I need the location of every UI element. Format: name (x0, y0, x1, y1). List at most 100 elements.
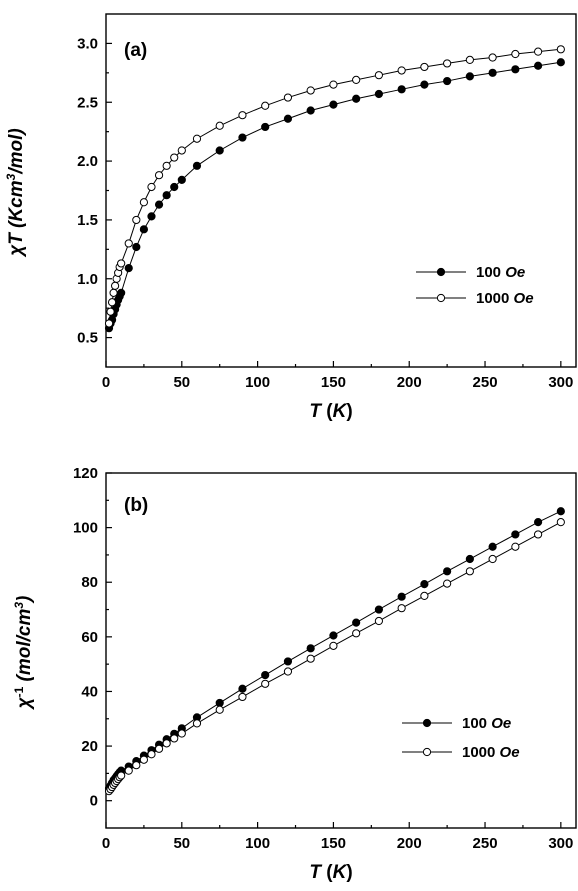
data-point (420, 591, 429, 600)
data-point (511, 49, 520, 59)
data-point (397, 604, 406, 613)
y-tick-label: 2.5 (77, 94, 98, 111)
y-tick-label: 0 (90, 793, 98, 810)
data-point (192, 134, 202, 143)
data-point (261, 670, 270, 680)
data-point (154, 171, 164, 180)
data-point (117, 288, 126, 297)
data-point (283, 114, 293, 123)
data-point (132, 215, 141, 225)
legend-marker (422, 747, 432, 757)
x-tick-label: 200 (397, 835, 422, 852)
x-tick-label: 300 (548, 835, 573, 852)
y-tick-label: 60 (81, 629, 98, 646)
data-point (306, 106, 315, 115)
data-point (124, 766, 133, 775)
data-point (283, 657, 293, 666)
data-point (177, 146, 186, 155)
data-point (465, 554, 474, 564)
x-tick-label: 250 (473, 374, 498, 391)
panel-label: (b) (124, 495, 148, 516)
x-tick-label: 50 (173, 835, 190, 852)
data-point (117, 771, 126, 780)
data-point (329, 631, 338, 640)
x-tick-label: 100 (245, 835, 270, 852)
data-point (192, 161, 202, 170)
data-point (104, 319, 114, 328)
data-point (162, 739, 171, 748)
data-point (215, 146, 224, 155)
data-point (261, 122, 270, 132)
data-point (443, 59, 452, 68)
data-point (556, 58, 565, 67)
data-point (488, 542, 497, 551)
data-point (329, 100, 338, 109)
plot-frame (105, 472, 577, 829)
data-point (533, 530, 543, 539)
x-axis-title: T (K) (309, 862, 352, 883)
x-tick-label: 150 (321, 374, 346, 391)
data-point (533, 518, 543, 527)
data-point (110, 281, 120, 290)
x-tick-label: 50 (173, 374, 190, 391)
x-tick-label: 200 (397, 374, 422, 391)
y-axis-title: χT (Kcm3/mol) (4, 128, 27, 257)
y-axis-title: χ-1 (mol/cm3) (12, 596, 35, 711)
data-point (511, 65, 520, 74)
data-point (124, 239, 133, 248)
legend-label: 1000 Oe (462, 744, 520, 761)
data-point (177, 729, 186, 738)
data-point (215, 705, 224, 714)
data-point (177, 175, 186, 185)
data-point (465, 567, 474, 576)
y-tick-label: 120 (73, 465, 98, 482)
data-point (170, 734, 179, 743)
data-point (443, 567, 452, 576)
panel-label: (a) (124, 40, 147, 61)
y-tick-label: 3.0 (77, 35, 98, 52)
data-point (465, 72, 474, 81)
chart-panel-a: 0 50 100 150 200 250 300 0.5 1.0 1.5 2.0 2.5 3.0 T (K… (4, 13, 577, 422)
y-tick-label: 2.0 (77, 153, 98, 170)
y-tick-label: 0.5 (77, 330, 98, 347)
data-point (261, 679, 270, 688)
data-point (533, 61, 543, 70)
y-tick-label: 1.5 (77, 212, 98, 229)
legend-marker (436, 293, 446, 303)
data-point (488, 53, 497, 62)
data-point (154, 200, 164, 209)
y-tick-label: 80 (81, 574, 98, 591)
data-point (443, 76, 452, 86)
data-point (465, 55, 474, 64)
data-point (162, 161, 171, 170)
data-point (397, 85, 406, 94)
y-tick-label: 100 (73, 520, 98, 537)
data-point (352, 94, 361, 103)
data-point (556, 45, 565, 54)
x-tick-label: 0 (102, 374, 110, 391)
data-point (117, 259, 126, 268)
data-point (109, 288, 118, 297)
legend-label: 100 Oe (476, 264, 525, 281)
data-point (374, 605, 384, 614)
data-point (215, 121, 224, 130)
data-point (147, 750, 156, 759)
data-point (238, 133, 247, 142)
data-point (106, 307, 115, 316)
data-point (533, 47, 543, 56)
chart-panel-b: 0 50 100 150 200 250 300 0 20 40 60 80 100 120 T (K) χ-… (12, 465, 577, 883)
data-point (283, 667, 293, 676)
data-point (238, 111, 247, 120)
data-point (556, 507, 565, 516)
data-point (170, 153, 179, 162)
data-point (107, 298, 117, 307)
data-point (124, 264, 133, 273)
data-point (139, 225, 149, 234)
data-point (397, 592, 406, 601)
data-point (374, 89, 384, 99)
data-point (556, 518, 565, 527)
legend-label: 1000 Oe (476, 290, 534, 307)
data-point (511, 530, 520, 539)
data-point (420, 80, 429, 89)
